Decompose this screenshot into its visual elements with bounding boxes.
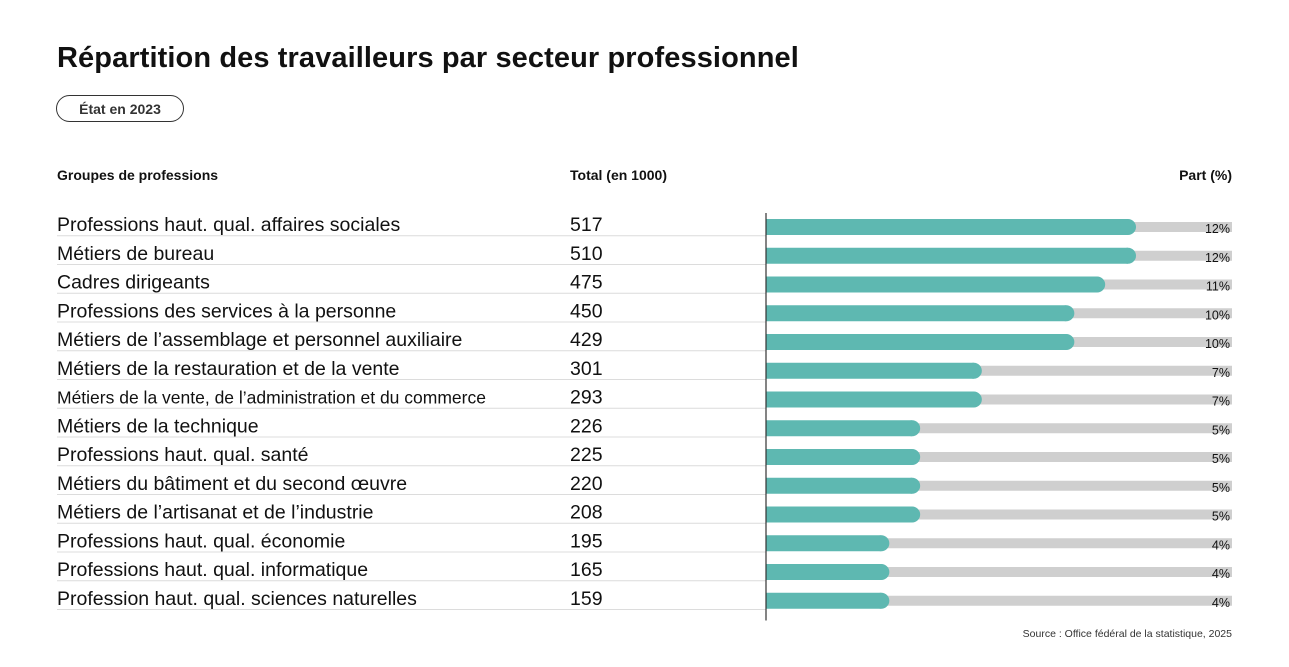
bar-track (766, 394, 1232, 405)
total-value: 475 (570, 272, 603, 294)
source-note: Source : Office fédéral de la statistiqu… (1022, 628, 1232, 640)
bar (766, 334, 1067, 350)
bar (766, 477, 913, 494)
total-value: 450 (570, 300, 603, 322)
bar-track (766, 538, 1232, 549)
share-label: 5% (1212, 510, 1230, 524)
bar-end (965, 362, 982, 379)
chart-title: Répartition des travailleurs par secteur… (57, 42, 799, 74)
bar (766, 592, 882, 609)
bar (766, 564, 882, 580)
category-label: Professions haut. qual. informatique (57, 559, 368, 581)
total-value: 225 (570, 444, 603, 466)
share-label: 10% (1205, 308, 1230, 322)
header-groups: Groupes de professions (57, 167, 219, 183)
share-label: 7% (1212, 395, 1230, 409)
bar-end (873, 592, 890, 609)
total-value: 226 (570, 415, 603, 437)
bar-end (873, 564, 890, 580)
bar-end (904, 420, 921, 437)
bar (766, 506, 913, 523)
category-label: Professions des services à la personne (57, 300, 396, 322)
total-value: 220 (570, 473, 603, 495)
category-label: Métiers de l’assemblage et personnel aux… (57, 329, 462, 351)
bar-track (766, 423, 1232, 434)
category-label: Cadres dirigeants (57, 272, 210, 294)
category-label: Métiers de la restauration et de la vent… (57, 358, 400, 380)
bar-end (1058, 334, 1075, 350)
share-label: 5% (1212, 452, 1230, 466)
bar-end (1058, 305, 1075, 322)
bar (766, 362, 974, 379)
bar-end (904, 477, 921, 494)
total-value: 195 (570, 530, 603, 552)
bar-track (766, 509, 1232, 520)
bar-track (766, 567, 1232, 577)
bar-track (766, 452, 1232, 462)
bar-end (1089, 276, 1106, 293)
share-label: 4% (1212, 538, 1230, 552)
total-value: 165 (570, 559, 603, 581)
total-value: 293 (570, 387, 603, 409)
category-label: Métiers de l’artisanat et de l’industrie (57, 502, 374, 524)
bar-end (1120, 219, 1136, 235)
bar-end (904, 506, 921, 523)
share-label: 4% (1212, 596, 1230, 610)
category-label: Métiers de bureau (57, 243, 214, 265)
bar-track (766, 595, 1232, 606)
bar (766, 535, 882, 552)
category-label: Métiers du bâtiment et du second œuvre (57, 473, 407, 495)
bar (766, 449, 913, 465)
bar-track (766, 365, 1232, 376)
share-label: 12% (1205, 251, 1230, 265)
bar-end (904, 449, 921, 465)
total-value: 429 (570, 329, 603, 351)
bar-track (766, 480, 1232, 491)
bar-end (965, 391, 982, 408)
total-value: 301 (570, 358, 603, 380)
bar (766, 391, 974, 408)
bar (766, 420, 913, 437)
category-label: Professions haut. qual. santé (57, 444, 309, 466)
share-label: 12% (1205, 222, 1230, 236)
total-value: 510 (570, 243, 603, 265)
share-label: 7% (1212, 366, 1230, 380)
bar-end (1120, 247, 1136, 264)
category-label: Professions haut. qual. affaires sociale… (57, 214, 400, 236)
category-label: Métiers de la vente, de l’administration… (57, 388, 486, 408)
header-share: Part (%) (1179, 167, 1232, 183)
year-badge: État en 2023 (56, 95, 184, 122)
bar (766, 219, 1128, 235)
total-value: 517 (570, 214, 603, 236)
bar (766, 276, 1098, 293)
category-label: Métiers de la technique (57, 415, 259, 437)
share-label: 5% (1212, 481, 1230, 495)
share-label: 5% (1212, 423, 1230, 437)
share-label: 11% (1206, 280, 1230, 294)
bar (766, 305, 1067, 322)
bar (766, 247, 1128, 264)
share-label: 10% (1205, 337, 1230, 351)
category-label: Profession haut. qual. sciences naturell… (57, 588, 417, 610)
share-label: 4% (1212, 567, 1230, 581)
category-label: Professions haut. qual. économie (57, 530, 345, 552)
total-value: 159 (570, 588, 603, 610)
bar-end (873, 535, 890, 552)
total-value: 208 (570, 502, 603, 524)
header-total: Total (en 1000) (570, 167, 667, 183)
